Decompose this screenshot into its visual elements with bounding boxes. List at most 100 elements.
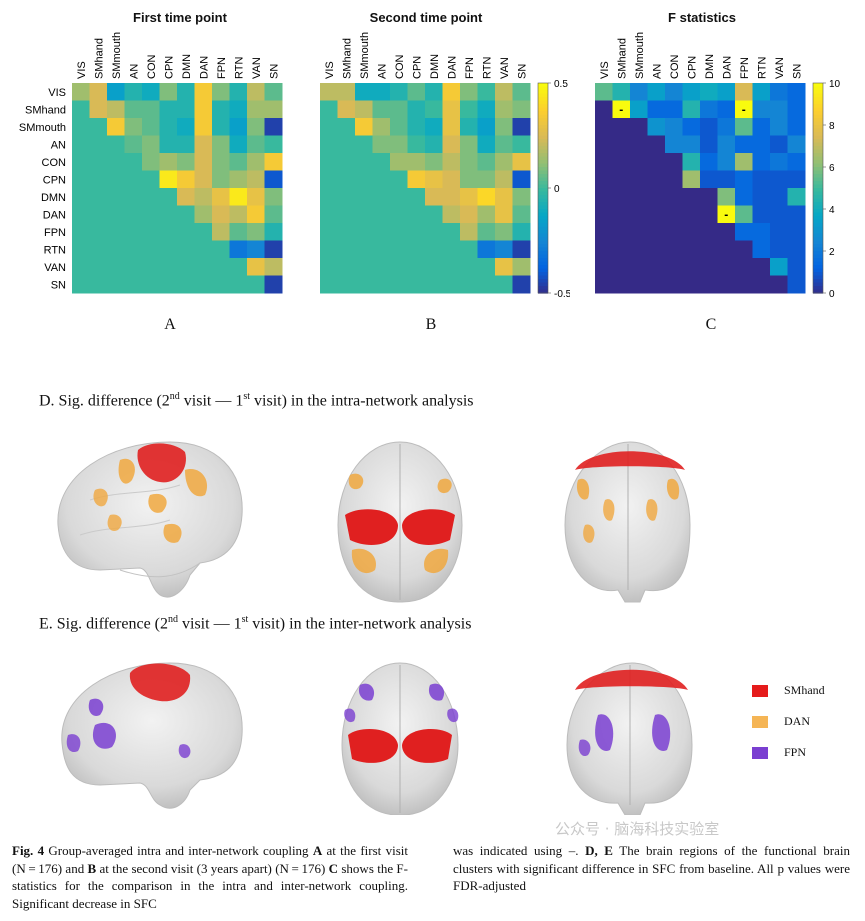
heatmap-cell (212, 83, 230, 101)
colorbar-segment (538, 146, 548, 151)
brain-top-view-d (337, 441, 463, 603)
colorbar-segment (538, 219, 548, 224)
colorbar-segment (538, 286, 548, 291)
heatmap-cell (212, 240, 230, 259)
colorbar-segment (538, 268, 548, 273)
heatmap-cell (407, 170, 426, 189)
heatmap-cell (212, 205, 230, 224)
legend-swatch-fpn (752, 746, 768, 759)
heatmap-cell (390, 118, 408, 136)
heatmap-cell (72, 83, 90, 101)
brain-front-view-e (566, 662, 693, 815)
heatmap-cell (159, 188, 178, 206)
colorbar-segment (813, 149, 823, 154)
colorbar-segment (538, 258, 548, 263)
heatmap-cell (460, 118, 478, 136)
colorbar-segment (813, 170, 823, 175)
colorbar-segment (538, 205, 548, 210)
heatmap-cell (477, 223, 496, 241)
heatmap-cell (372, 188, 391, 206)
heatmap-cell (407, 83, 426, 101)
colorbar-segment (813, 289, 823, 294)
heatmap-cell (665, 205, 683, 224)
colorbar-frame (812, 82, 824, 294)
colorbar-segment (813, 181, 823, 186)
heatmap-cell (700, 240, 718, 259)
heatmap-cell (477, 258, 496, 276)
col-label-smmouth: SMmouth (634, 32, 646, 79)
heatmap-cell (425, 223, 443, 241)
colorbar-segment (813, 174, 823, 179)
colorbar-segment (813, 265, 823, 270)
heatmap-cell (460, 240, 478, 259)
col-label-fpn: FPN (216, 57, 228, 79)
heatmap-cell (194, 170, 213, 189)
heatmap-cell (355, 170, 373, 189)
colorbar-segment (813, 251, 823, 256)
colorbar-segment (813, 272, 823, 277)
heatmap-cell (770, 100, 788, 119)
row-label-fpn: FPN (44, 227, 66, 239)
heatmap-cell (442, 100, 461, 119)
heatmap-cell (612, 258, 631, 276)
heatmap-cell (630, 170, 648, 189)
heatmap-cell (495, 275, 513, 294)
heatmap-cell (107, 223, 125, 241)
heatmap-cell (159, 118, 178, 136)
colorbar-segment (538, 125, 548, 130)
heatmap-cell (72, 275, 90, 294)
heatmap-cell (337, 170, 356, 189)
colorbar-segment (813, 135, 823, 140)
heatmap-cell (390, 258, 408, 276)
heatmap-cell (320, 205, 338, 224)
colorbar-segment (538, 83, 548, 88)
colorbar-segment (813, 286, 823, 291)
significance-marker: - (742, 102, 746, 116)
heatmap-cell (512, 170, 531, 189)
heatmap-cell (142, 205, 160, 224)
heatmap-cell (682, 118, 701, 136)
heatmap-cell (682, 135, 701, 154)
heatmap-cell (477, 275, 496, 294)
heatmap-cell (337, 118, 356, 136)
col-label-cpn: CPN (686, 56, 698, 79)
colorbar-segment (538, 216, 548, 221)
heatmap-cell (159, 223, 178, 241)
heatmap-cell (700, 118, 718, 136)
colorbar-segment (813, 128, 823, 133)
significance-marker: - (724, 207, 728, 221)
heatmap-cell (390, 188, 408, 206)
heatmap-cell (460, 100, 478, 119)
heatmap-cell (752, 170, 771, 189)
heatmap-cell (460, 153, 478, 171)
caption-text-0: was indicated using –. (453, 843, 586, 858)
colorbar-segment (538, 202, 548, 207)
heatmap-cell (612, 153, 631, 171)
heatmap-cell (124, 118, 143, 136)
heatmap-cell (320, 258, 338, 276)
heatmap-cell (229, 118, 248, 136)
caption-left-column: Fig. 4 Group-averaged intra and inter-ne… (12, 842, 408, 912)
heatmap-cell (124, 188, 143, 206)
colorbar-segment (813, 198, 823, 203)
heatmap-cell (264, 83, 283, 101)
col-label-van: VAN (774, 57, 786, 79)
heatmap-cell (72, 153, 90, 171)
heatmap-cell (320, 223, 338, 241)
heatmap-cell (372, 205, 391, 224)
heatmap-cell (407, 153, 426, 171)
heatmap-cell (612, 188, 631, 206)
heatmap-cell (787, 83, 806, 101)
heatmap-cell (630, 135, 648, 154)
colorbar-segment (538, 226, 548, 231)
heatmap-cell (752, 118, 771, 136)
heatmap-cell (229, 153, 248, 171)
heatmap-cell (512, 275, 531, 294)
heatmap-cell (425, 100, 443, 119)
heatmap-cell (717, 223, 736, 241)
heatmap-cell (320, 118, 338, 136)
heatmap-cell (787, 153, 806, 171)
heatmap-cell (595, 188, 613, 206)
heatmap-cell (372, 275, 391, 294)
heatmap-cell (212, 258, 230, 276)
